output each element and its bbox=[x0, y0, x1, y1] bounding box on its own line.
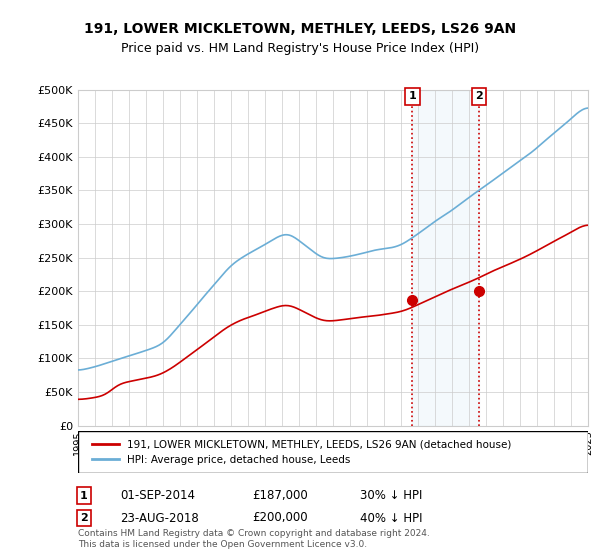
Text: £200,000: £200,000 bbox=[252, 511, 308, 525]
Text: 30% ↓ HPI: 30% ↓ HPI bbox=[360, 489, 422, 502]
Text: 23-AUG-2018: 23-AUG-2018 bbox=[120, 511, 199, 525]
FancyBboxPatch shape bbox=[78, 431, 588, 473]
Text: 01-SEP-2014: 01-SEP-2014 bbox=[120, 489, 195, 502]
Text: 1: 1 bbox=[80, 491, 88, 501]
Text: 2: 2 bbox=[80, 513, 88, 523]
Text: Contains HM Land Registry data © Crown copyright and database right 2024.
This d: Contains HM Land Registry data © Crown c… bbox=[78, 529, 430, 549]
Text: 191, LOWER MICKLETOWN, METHLEY, LEEDS, LS26 9AN: 191, LOWER MICKLETOWN, METHLEY, LEEDS, L… bbox=[84, 22, 516, 36]
Text: 40% ↓ HPI: 40% ↓ HPI bbox=[360, 511, 422, 525]
Text: 2: 2 bbox=[475, 91, 483, 101]
Legend: 191, LOWER MICKLETOWN, METHLEY, LEEDS, LS26 9AN (detached house), HPI: Average p: 191, LOWER MICKLETOWN, METHLEY, LEEDS, L… bbox=[88, 436, 515, 469]
Text: £187,000: £187,000 bbox=[252, 489, 308, 502]
Bar bbox=[412, 90, 479, 426]
Text: 1: 1 bbox=[409, 91, 416, 101]
Text: Price paid vs. HM Land Registry's House Price Index (HPI): Price paid vs. HM Land Registry's House … bbox=[121, 42, 479, 55]
